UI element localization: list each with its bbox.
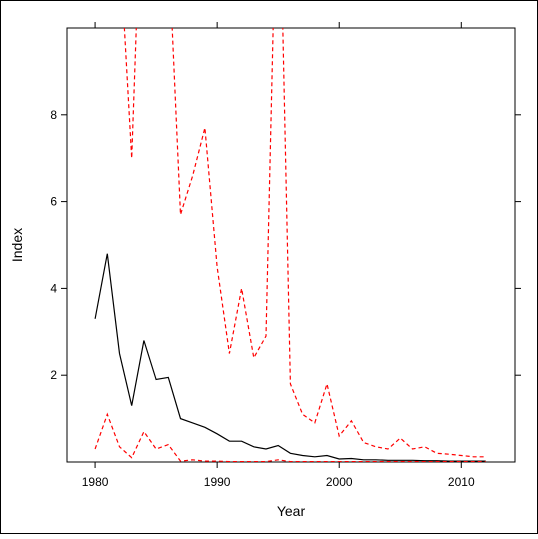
y-tick-label: 6 [50, 195, 57, 209]
x-tick-label: 1980 [82, 475, 109, 489]
series-line [94, 412, 486, 462]
y-tick-label: 8 [50, 108, 57, 122]
x-tick-label: 2000 [326, 475, 353, 489]
y-axis-title: Index [9, 228, 25, 262]
x-tick-label: 2010 [448, 475, 475, 489]
x-tick-label: 1990 [204, 475, 231, 489]
x-axis-title: Year [277, 503, 306, 519]
series-line [94, 253, 486, 462]
y-tick-label: 4 [50, 281, 57, 295]
series-line [123, 28, 486, 458]
y-tick-label: 2 [50, 368, 57, 382]
